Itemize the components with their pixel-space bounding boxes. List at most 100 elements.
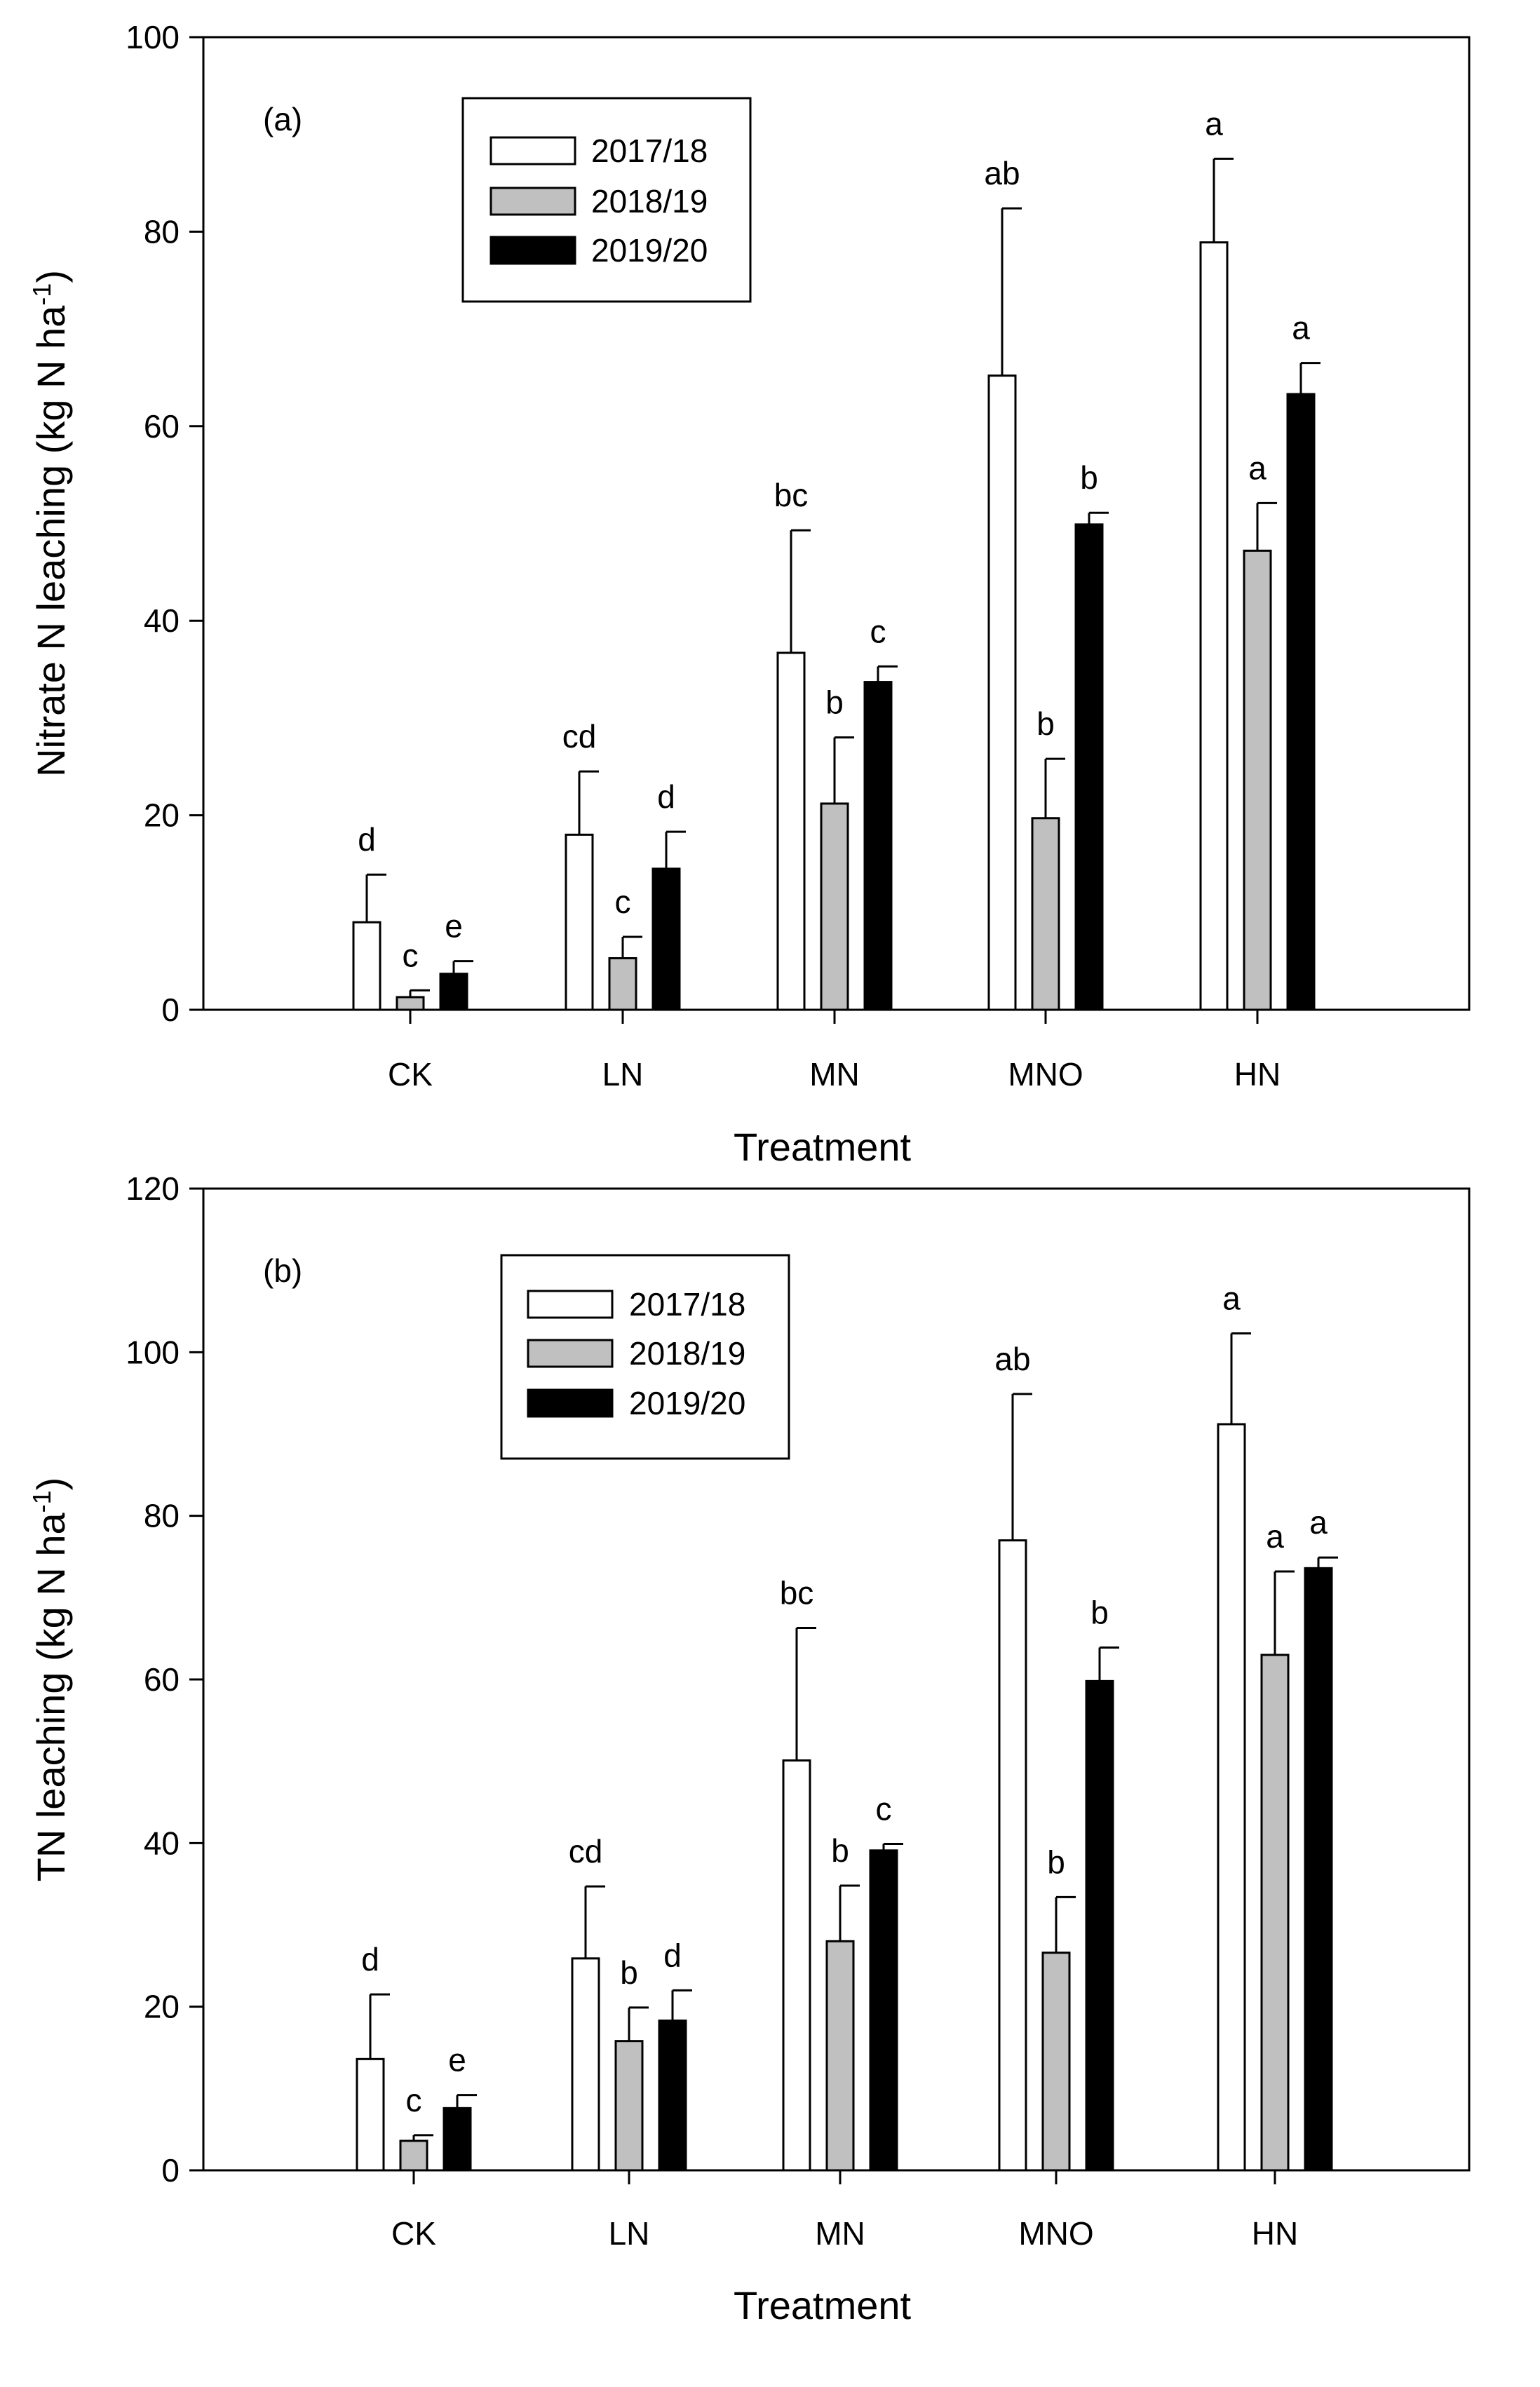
bar <box>1031 817 1060 1011</box>
x-tick-label: MNO <box>1008 1056 1083 1093</box>
significance-letter: a <box>1309 1504 1328 1541</box>
bar <box>825 1940 855 2172</box>
x-tick-label: MN <box>809 1056 860 1093</box>
panel-label: (b) <box>263 1252 302 1289</box>
legend-label: 2018/19 <box>629 1335 745 1372</box>
y-axis-title-superscript: -1 <box>27 283 56 306</box>
significance-letter: e <box>445 908 463 945</box>
bar <box>1199 241 1229 1011</box>
bar <box>396 996 425 1011</box>
significance-letter: ab <box>994 1341 1030 1377</box>
y-axis-title-close: ) <box>29 1477 73 1491</box>
x-tick-label: MNO <box>1018 2215 1093 2252</box>
bar <box>658 2020 687 2172</box>
significance-letter: b <box>1090 1595 1109 1631</box>
bar <box>651 867 681 1011</box>
legend-swatch <box>527 1290 614 1319</box>
chart-panel-a: 0 20 40 60 80 100 CK LN MN MNO HN Treatment Nitrate … <box>27 19 1471 1169</box>
legend: 2017/18 2018/19 2019/20 <box>461 97 752 303</box>
bar <box>863 681 893 1011</box>
bar <box>1243 549 1272 1011</box>
bar <box>1041 1952 1071 2172</box>
bar <box>399 2139 428 2172</box>
bar <box>1217 1423 1246 2172</box>
bar <box>869 1849 898 2172</box>
x-tick-label: LN <box>609 2215 650 2252</box>
significance-letter: c <box>870 613 886 649</box>
bar <box>439 973 468 1011</box>
x-axis-title: Treatment <box>734 1125 912 1169</box>
y-tick-label: 20 <box>144 1989 180 2025</box>
y-tick-label: 120 <box>126 1170 180 1207</box>
bar <box>1304 1567 1333 2172</box>
y-axis-title-main: Nitrate N leaching (kg N ha <box>29 305 73 777</box>
x-tick-label: LN <box>602 1056 644 1093</box>
bar <box>443 2107 472 2172</box>
bar <box>608 956 637 1011</box>
significance-letter: b <box>825 684 844 721</box>
significance-letter: b <box>1036 705 1055 742</box>
bar <box>1260 1654 1290 2172</box>
significance-letter: a <box>1248 449 1267 486</box>
chart-panel-b: 0 20 40 60 80 100 120 CK LN MN MNO HN Treatment TN le… <box>27 1170 1471 2327</box>
significance-letter: a <box>1292 310 1310 346</box>
bar <box>782 1759 811 2172</box>
bar <box>1074 523 1104 1011</box>
legend-label: 2017/18 <box>591 133 708 169</box>
y-tick-label: 40 <box>144 1825 180 1861</box>
significance-letter: d <box>358 821 376 858</box>
y-tick-label: 0 <box>161 2152 180 2189</box>
significance-letter: d <box>663 1937 682 1973</box>
significance-letter: cd <box>562 718 597 755</box>
significance-letter: a <box>1205 105 1223 142</box>
y-axis-title-main: TN leaching (kg N ha <box>29 1512 73 1881</box>
x-tick-label: CK <box>391 2215 436 2252</box>
y-axis-title: TN leaching (kg N ha-1) <box>27 1477 73 1882</box>
bar <box>614 2040 644 2172</box>
legend-label: 2019/20 <box>629 1385 745 1421</box>
y-axis-title-close: ) <box>29 270 73 283</box>
significance-letter: bc <box>780 1575 814 1611</box>
bar <box>571 1957 600 2172</box>
legend: 2017/18 2018/19 2019/20 <box>500 1254 790 1460</box>
x-tick-label: MN <box>815 2215 865 2252</box>
legend-swatch <box>527 1388 614 1418</box>
y-tick-label: 0 <box>161 992 180 1028</box>
significance-letter: d <box>361 1941 379 1977</box>
y-tick-label: 60 <box>144 1661 180 1698</box>
panel-label: (a) <box>263 101 302 137</box>
bar <box>1286 393 1316 1011</box>
bar <box>1085 1679 1114 2172</box>
x-tick-label: HN <box>1234 1056 1281 1093</box>
bar <box>998 1539 1027 2172</box>
legend-label: 2019/20 <box>591 232 708 269</box>
x-tick-label: CK <box>388 1056 433 1093</box>
y-tick-label: 20 <box>144 797 180 834</box>
y-tick-label: 100 <box>126 19 180 55</box>
bar <box>987 374 1017 1011</box>
y-axis-title-superscript: -1 <box>27 1490 56 1513</box>
significance-letter: ab <box>984 155 1020 191</box>
significance-letter: a <box>1222 1280 1241 1317</box>
significance-letter: d <box>657 778 675 815</box>
legend-label: 2018/19 <box>591 183 708 219</box>
y-tick-label: 40 <box>144 602 180 639</box>
bar <box>565 833 594 1011</box>
legend-label: 2017/18 <box>629 1286 745 1323</box>
bar <box>352 921 381 1011</box>
x-tick-label: HN <box>1252 2215 1298 2252</box>
significance-letter: c <box>615 884 631 920</box>
bar <box>820 802 849 1011</box>
significance-letter: a <box>1266 1518 1284 1555</box>
y-axis-title: Nitrate N leaching (kg N ha-1) <box>27 270 73 777</box>
legend-swatch <box>489 187 576 216</box>
legend-swatch <box>489 136 576 165</box>
significance-letter: b <box>620 1954 638 1991</box>
bar <box>356 2057 385 2172</box>
y-tick-label: 60 <box>144 408 180 445</box>
legend-swatch <box>527 1339 614 1368</box>
bar <box>776 651 806 1011</box>
significance-letter: bc <box>774 477 809 513</box>
y-tick-label: 80 <box>144 213 180 250</box>
legend-swatch <box>489 236 576 265</box>
